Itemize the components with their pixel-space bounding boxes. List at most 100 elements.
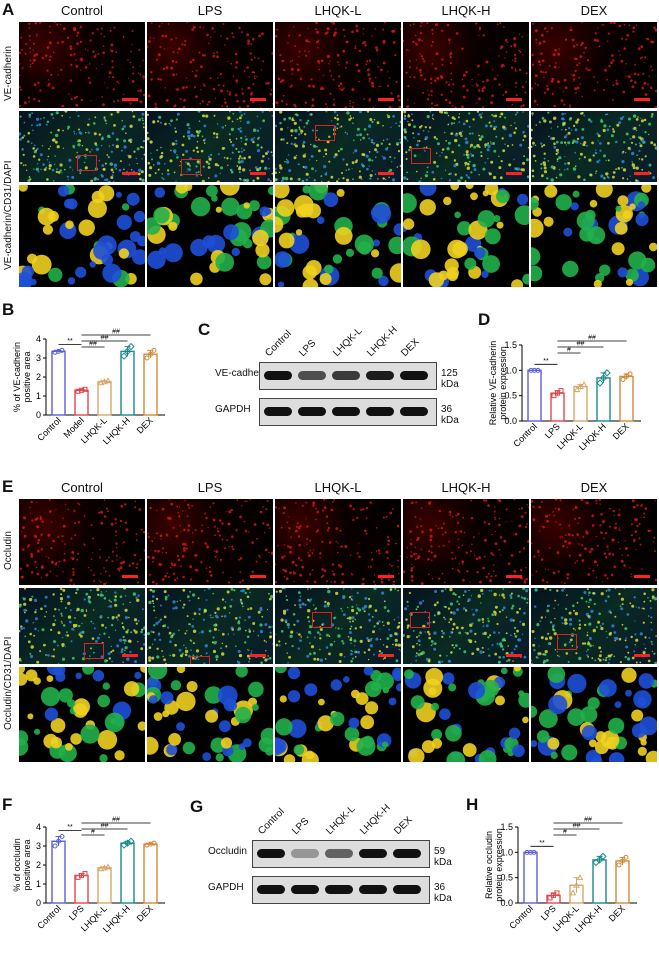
y-axis-label: Relative occludinprotein expression — [484, 828, 504, 902]
lane-label: Control — [256, 806, 287, 837]
y-tick-label: 1 — [36, 879, 41, 889]
data-point — [599, 852, 607, 861]
scale-bar — [378, 575, 394, 578]
lane-label: DEX — [392, 814, 415, 837]
zoom-occludin-dex — [531, 667, 657, 762]
y-tick-label: 0.5 — [504, 391, 517, 401]
category-label: DEX — [611, 421, 631, 441]
significance-label: ## — [577, 341, 585, 348]
panel-letter-d: D — [478, 310, 491, 329]
data-point — [52, 843, 58, 849]
micrograph-occludin-dex — [531, 499, 657, 585]
target-band — [264, 371, 292, 380]
target-band — [257, 849, 285, 858]
bar — [120, 842, 135, 904]
significance-label: ** — [539, 840, 545, 847]
gapdh-band — [366, 407, 394, 416]
column-title-lhqk-h: LHQK-H — [441, 3, 491, 18]
gapdh-label: GAPDH — [208, 882, 244, 893]
micrograph-occludin-control — [19, 499, 145, 585]
bar — [143, 353, 158, 416]
data-point — [554, 890, 560, 896]
scale-bar — [122, 654, 138, 657]
gapdh-blot-strip — [259, 398, 437, 426]
lane-label: DEX — [399, 336, 422, 359]
column-title-lhqk-l: LHQK-L — [314, 480, 362, 495]
zoom-occludin-lps — [147, 667, 273, 762]
scale-bar — [634, 575, 650, 578]
zoom-ve-cadherin-control — [19, 185, 145, 287]
zoom-occludin-lhqk-l — [275, 667, 401, 762]
data-point — [56, 838, 61, 844]
micrograph-merge-control — [19, 111, 145, 182]
data-point — [82, 871, 88, 877]
target-blot-strip — [252, 840, 430, 868]
y-axis-label: % of VE-cadherinpositive area — [12, 342, 32, 412]
micrograph-occludin-lps — [147, 499, 273, 585]
micrograph-merge-lps — [147, 111, 273, 182]
roi-box — [77, 155, 97, 171]
micrograph-merge-lps — [147, 588, 273, 664]
scale-bar — [122, 98, 138, 101]
gapdh-band — [298, 407, 326, 416]
y-tick-label: 1.0 — [504, 365, 517, 375]
y-tick-label: 0.0 — [500, 898, 513, 908]
target-band — [291, 849, 319, 858]
gapdh-band — [393, 885, 421, 894]
lane-label: Control — [263, 328, 294, 359]
y-tick-label: 1 — [36, 391, 41, 401]
data-point — [580, 380, 588, 388]
data-point — [620, 376, 626, 382]
bar — [97, 867, 112, 904]
blot-g: Control LPS LHQK-L LHQK-H DEX Occludin 59 kDa G… — [208, 786, 453, 926]
data-point — [620, 858, 625, 864]
gapdh-band — [332, 407, 360, 416]
scale-bar — [506, 172, 522, 175]
significance-label: ## — [112, 817, 120, 824]
bar — [51, 840, 66, 904]
scale-bar — [378, 654, 394, 657]
significance-label: ## — [112, 329, 120, 336]
micrograph-ve-cadherin-lps — [147, 22, 273, 108]
zoom-ve-cadherin-lhqk-l — [275, 185, 401, 287]
data-point — [104, 377, 112, 384]
micrograph-merge-dex — [531, 588, 657, 664]
data-point — [127, 342, 135, 351]
scale-bar — [250, 98, 266, 101]
data-point — [627, 371, 633, 377]
category-label: LPS — [539, 903, 558, 922]
data-point — [595, 856, 604, 864]
micrograph-ve-cadherin-control — [19, 22, 145, 108]
gapdh-band — [400, 407, 428, 416]
y-tick-label: 0.5 — [500, 873, 513, 883]
target-label: VE-cadherin — [215, 368, 271, 379]
micrograph-merge-lhqk-l — [275, 111, 401, 182]
roi-box — [557, 634, 577, 650]
data-point — [82, 386, 88, 392]
data-point — [558, 388, 564, 394]
y-tick-label: 0 — [36, 898, 41, 908]
scale-bar — [250, 172, 266, 175]
micrograph-ve-cadherin-lhqk-h — [403, 22, 529, 108]
micrograph-occludin-lhqk-l — [275, 499, 401, 585]
significance-label: # — [563, 829, 567, 836]
significance-label: ## — [588, 335, 596, 342]
scale-bar — [506, 98, 522, 101]
lane-label: LHQK-H — [358, 802, 393, 837]
micrograph-merge-lhqk-l — [275, 588, 401, 664]
zoom-ve-cadherin-dex — [531, 185, 657, 287]
bar — [527, 369, 542, 422]
panel-letter-c: C — [198, 320, 211, 339]
scale-bar — [378, 98, 394, 101]
column-title-dex: DEX — [580, 480, 608, 495]
target-kda: 125 kDa — [441, 368, 459, 390]
data-point — [555, 390, 560, 396]
panel-letter-f: F — [2, 795, 13, 814]
scale-bar — [122, 575, 138, 578]
category-label: LPS — [67, 903, 86, 922]
data-point — [123, 347, 132, 356]
data-point — [151, 347, 157, 353]
roi-box — [84, 643, 104, 659]
